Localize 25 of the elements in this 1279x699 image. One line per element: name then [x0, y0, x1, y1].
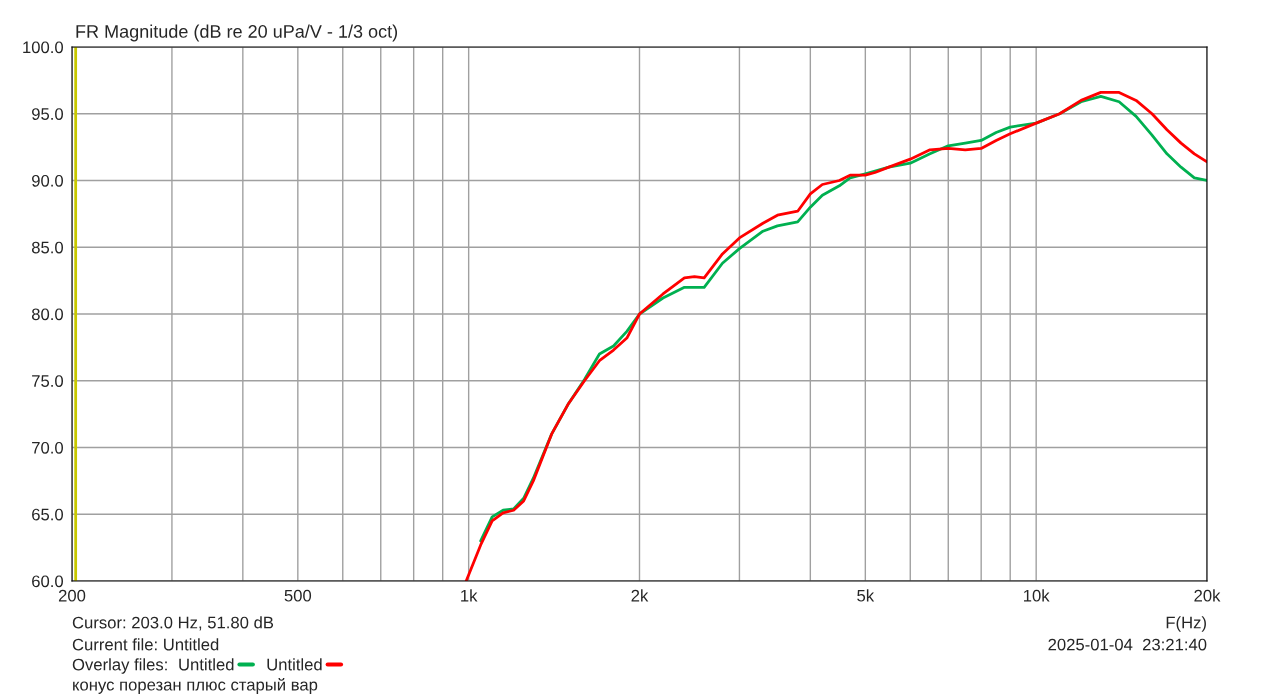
- y-tick-label: 80.0: [31, 308, 64, 321]
- text: Current file: Untitled: [72, 638, 219, 651]
- x-tick-label: 20k: [1194, 589, 1221, 602]
- chart-title: FR Magnitude (dB re 20 uPa/V - 1/3 oct): [76, 24, 398, 42]
- x-tick-label: 10k: [1024, 589, 1050, 602]
- y-tick-label: 60.0: [32, 575, 64, 588]
- text: 2025-01-04 23:21:40: [1048, 638, 1207, 651]
- x-axis-title: F(Hz): [1166, 616, 1206, 632]
- y-tick-label: 85.0: [31, 241, 64, 254]
- y-tick-label: 90.0: [32, 174, 64, 187]
- legend-label: Untitled: [179, 658, 234, 671]
- x-tick-label: 200: [58, 589, 86, 602]
- y-tick-label: 95.0: [32, 108, 64, 120]
- x-tick-label: 2k: [631, 589, 649, 602]
- y-tick-label: 70.0: [32, 441, 64, 454]
- y-tick-label: 75.0: [32, 375, 64, 387]
- x-tick-label: 1k: [461, 589, 478, 602]
- text: конус порезан плюс старый вар: [73, 678, 318, 694]
- text: Overlay files:: [72, 658, 167, 674]
- x-tick-label: 500: [284, 589, 312, 602]
- x-tick-label: 5k: [857, 589, 875, 602]
- y-tick-label: 100.0: [23, 41, 64, 54]
- text: Cursor: 203.0 Hz, 51.80 dB: [72, 616, 274, 631]
- legend-label: Untitled: [267, 658, 322, 671]
- y-tick-label: 65.0: [32, 508, 64, 521]
